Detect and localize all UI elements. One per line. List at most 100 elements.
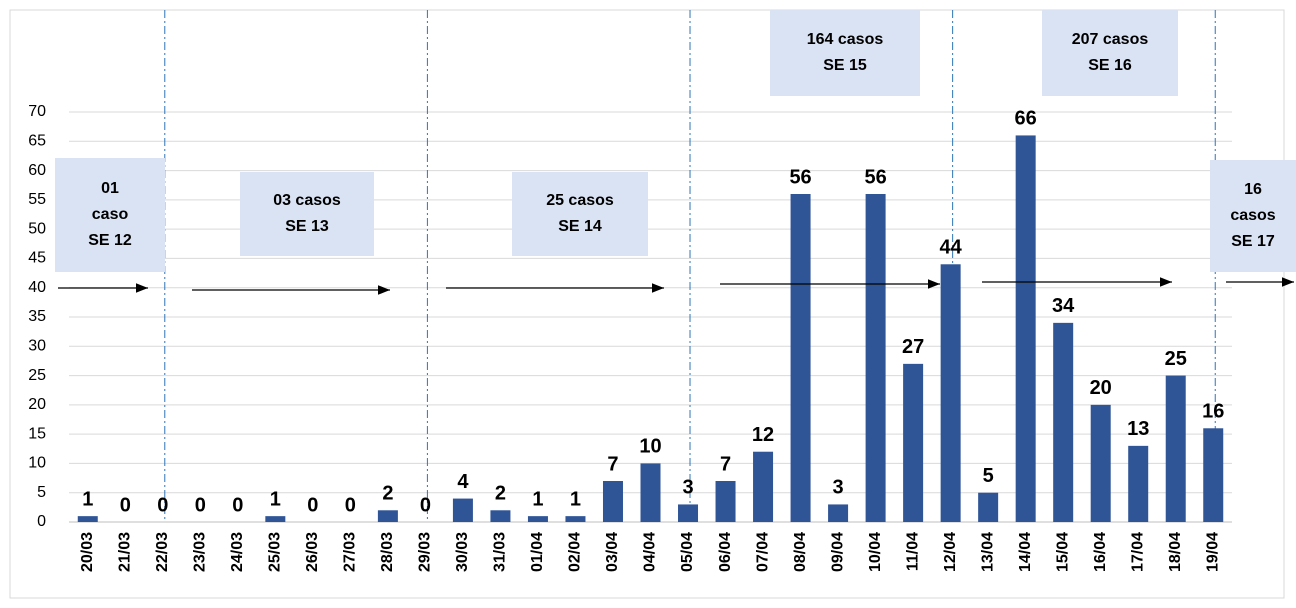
x-tick-label: 01/04: [529, 532, 546, 572]
bar: [1203, 428, 1224, 522]
data-label: 34: [1052, 295, 1075, 317]
data-label: 10: [639, 436, 661, 458]
x-tick-label: 25/03: [267, 532, 284, 572]
bar: [265, 516, 286, 522]
bar: [678, 504, 699, 522]
data-label: 66: [1015, 108, 1037, 130]
bar: [1015, 135, 1036, 522]
bar: [753, 451, 774, 522]
annotation-text: SE 13: [285, 218, 329, 235]
x-tick-label: 17/04: [1129, 532, 1146, 572]
data-label: 56: [789, 166, 811, 188]
y-tick-label: 40: [28, 279, 46, 296]
x-tick-label: 20/03: [79, 532, 96, 572]
x-tick-label: 06/04: [717, 532, 734, 572]
bar: [565, 516, 586, 522]
x-tick-label: 13/04: [979, 532, 996, 572]
x-tick-label: 23/03: [192, 532, 209, 572]
x-tick-label: 22/03: [154, 532, 171, 572]
x-tick-label: 02/04: [567, 532, 584, 572]
y-tick-label: 10: [28, 455, 46, 472]
annotation-text: SE 17: [1231, 233, 1275, 250]
y-tick-label: 20: [28, 396, 46, 413]
data-label: 25: [1165, 348, 1187, 370]
x-tick-label: 10/04: [867, 532, 884, 572]
bar: [1128, 445, 1149, 522]
data-label: 2: [495, 483, 506, 505]
bar: [940, 264, 961, 522]
bar: [1165, 375, 1186, 522]
annotation-text: caso: [92, 206, 129, 223]
y-tick-label: 30: [28, 338, 46, 355]
data-label: 7: [720, 453, 731, 475]
x-tick-label: 31/03: [492, 532, 509, 572]
annotation-text: SE 15: [823, 57, 867, 74]
bar: [377, 510, 398, 522]
bar: [790, 194, 811, 522]
x-tick-label: 09/04: [829, 532, 846, 572]
x-tick-label: 24/03: [229, 532, 246, 572]
data-label: 12: [752, 424, 774, 446]
annotation-text: 25 casos: [546, 192, 614, 209]
y-tick-label: 45: [28, 250, 46, 267]
x-tick-label: 16/04: [1092, 532, 1109, 572]
bar: [865, 194, 886, 522]
y-tick-label: 5: [37, 484, 46, 501]
x-tick-label: 07/04: [754, 532, 771, 572]
annotation-box: [55, 158, 165, 272]
x-tick-label: 26/03: [304, 532, 321, 572]
x-tick-label: 27/03: [342, 532, 359, 572]
x-tick-label: 29/03: [417, 532, 434, 572]
bar: [1053, 322, 1074, 522]
annotation-text: SE 12: [88, 232, 132, 249]
data-label: 13: [1127, 418, 1149, 440]
x-tick-label: 28/03: [379, 532, 396, 572]
data-label: 4: [457, 471, 469, 493]
y-tick-label: 50: [28, 220, 46, 237]
data-label: 0: [345, 494, 356, 516]
bar: [1090, 404, 1111, 522]
data-label: 5: [983, 465, 994, 487]
data-label: 1: [270, 488, 281, 510]
x-tick-label: 15/04: [1054, 532, 1071, 572]
annotation-box: [770, 10, 920, 96]
data-label: 1: [82, 488, 93, 510]
bar: [602, 481, 623, 522]
x-tick-label: 03/04: [604, 532, 621, 572]
y-tick-label: 15: [28, 425, 46, 442]
data-label: 7: [607, 453, 618, 475]
annotation-box: [512, 172, 648, 256]
data-label: 27: [902, 336, 924, 358]
data-label: 3: [833, 477, 844, 499]
x-tick-label: 14/04: [1017, 532, 1034, 572]
y-tick-label: 65: [28, 133, 46, 150]
x-tick-label: 08/04: [792, 532, 809, 572]
x-tick-label: 11/04: [904, 532, 921, 571]
data-label: 0: [232, 494, 243, 516]
x-tick-label: 12/04: [942, 532, 959, 572]
x-tick-label: 19/04: [1204, 532, 1221, 572]
annotation-text: SE 16: [1088, 57, 1132, 74]
annotation-text: SE 14: [558, 218, 602, 235]
data-label: 0: [195, 494, 206, 516]
y-tick-label: 25: [28, 367, 46, 384]
annotation-box: [1210, 160, 1296, 272]
bar: [452, 498, 473, 522]
x-tick-label: 05/04: [679, 532, 696, 572]
bar: [903, 363, 924, 522]
annotation-text: casos: [1230, 207, 1275, 224]
bar: [978, 492, 999, 522]
data-label: 0: [307, 494, 318, 516]
bar: [490, 510, 511, 522]
bar: [715, 481, 736, 522]
data-label: 2: [382, 483, 393, 505]
data-label: 44: [940, 237, 963, 259]
data-label: 56: [864, 166, 886, 188]
y-tick-label: 35: [28, 308, 46, 325]
annotation-text: 164 casos: [807, 31, 884, 48]
annotation-text: 01: [101, 180, 119, 197]
y-tick-label: 70: [28, 103, 46, 120]
data-label: 1: [532, 488, 543, 510]
y-tick-label: 60: [28, 162, 46, 179]
